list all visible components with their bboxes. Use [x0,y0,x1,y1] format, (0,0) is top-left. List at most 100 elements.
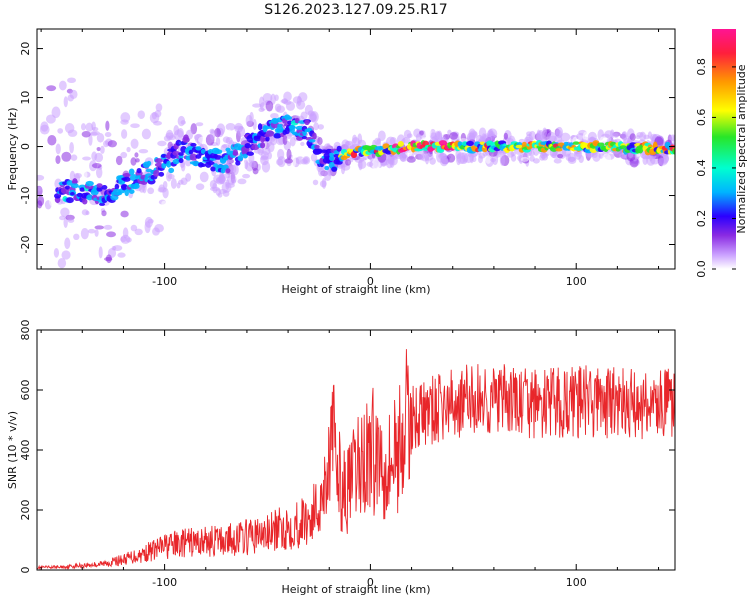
heatmap-cell [37,84,41,90]
heatmap-cell [74,306,82,310]
heatmap-cell [104,257,113,262]
heatmap-cell [50,275,57,284]
heatmap-cell [429,157,436,165]
heatmap-cell [168,167,175,174]
heatmap-cell [124,189,129,197]
heatmap-cell [105,120,110,131]
heatmap-cell [71,180,78,184]
heatmap-cell [449,132,458,140]
heatmap-cell [63,217,68,228]
heatmap-cell [490,132,495,142]
heatmap-cell [252,118,257,131]
heatmap-cell [53,248,59,258]
x-tick-label: 100 [566,576,587,589]
heatmap-cell [229,164,237,174]
heatmap-cell [198,136,207,144]
heatmap-cell [115,155,123,166]
heatmap-cell [37,195,45,207]
heatmap-cell [647,131,653,139]
heatmap-cell [200,163,206,168]
heatmap-cell [57,128,64,134]
heatmap-cell [79,187,86,192]
heatmap-cell [85,180,94,187]
heatmap-cell [103,140,109,148]
heatmap-cell [130,157,137,166]
heatmap-cell [47,134,57,146]
heatmap-cell [313,122,319,131]
heatmap-cell [578,154,584,164]
heatmap-cell [582,131,590,142]
heatmap-cell [503,132,508,140]
x-tick-label: 0 [367,275,374,288]
heatmap-cell [82,160,92,171]
heatmap-cell [270,112,279,119]
heatmap-cell [81,130,91,138]
heatmap-cell [120,151,128,159]
heatmap-cell [47,298,51,307]
heatmap-cell [249,111,254,123]
heatmap-cell [295,125,304,131]
heatmap-cell [175,139,182,146]
snr-panel: -100 0 100 0 200 400 600 800 Height of straight… [6,320,676,596]
heatmap-cell [213,149,223,155]
heatmap-cell [424,126,432,139]
heatmap-cell [135,158,140,163]
heatmap-cell [111,246,117,251]
heatmap-cell [74,272,81,281]
heatmap-cell [478,153,486,159]
heatmap-cell [104,131,112,138]
heatmap-cell [310,153,318,162]
heatmap-cell [177,115,186,127]
heatmap-cell [81,209,89,216]
heatmap-cell [195,122,204,127]
heatmap-cell [469,130,478,138]
heatmap-cell [94,225,105,230]
heatmap-cell [252,103,262,108]
heatmap-cell [157,140,167,147]
heatmap-cell [572,141,580,145]
heatmap-cell [103,224,113,230]
heatmap-cell [466,140,474,147]
snr-y-axis-label: SNR (10 * v/v) [6,411,19,489]
heatmap-cell [217,192,223,198]
heatmap-cell [64,237,71,250]
heatmap-cell [242,173,251,179]
heatmap-cell [265,130,275,137]
heatmap-cell [258,107,265,113]
heatmap-cell [134,182,140,187]
heatmap-cell [225,147,231,152]
colorbar-ticks: 0.0 0.2 0.4 0.6 0.8 [695,58,736,278]
heatmap-cell [308,139,316,143]
heatmap-cell [321,177,327,189]
heatmap-cell [214,128,221,138]
heatmap-cell [154,224,164,233]
heatmap-cell [134,228,143,236]
heatmap-cell [302,156,311,165]
heatmap-cell [312,132,317,140]
heatmap-cell [316,148,323,155]
heatmap-cell [87,228,96,234]
heatmap-cell [539,154,545,161]
heatmap-cell [56,302,61,312]
heatmap-cell [129,201,135,207]
heatmap-cell [296,95,302,107]
heatmap-cell [276,158,284,166]
heatmap-cell [282,134,288,146]
heatmap-cell [90,131,98,137]
spectrogram-x-axis-label: Height of straight line (km) [281,283,430,296]
heatmap-cell [117,252,126,258]
heatmap-cell [415,133,422,142]
heatmap-cell [284,158,293,164]
y-tick-label: 0 [19,143,32,150]
heatmap-cell [672,148,675,155]
heatmap-cell [628,152,634,159]
colorbar-tick-label: 0.0 [695,260,708,278]
heatmap-cell [106,231,116,238]
heatmap-cell [277,148,285,161]
heatmap-cell [290,155,297,168]
heatmap-cell [120,210,129,218]
heatmap-cell [80,227,89,240]
heatmap-cell [173,129,184,141]
